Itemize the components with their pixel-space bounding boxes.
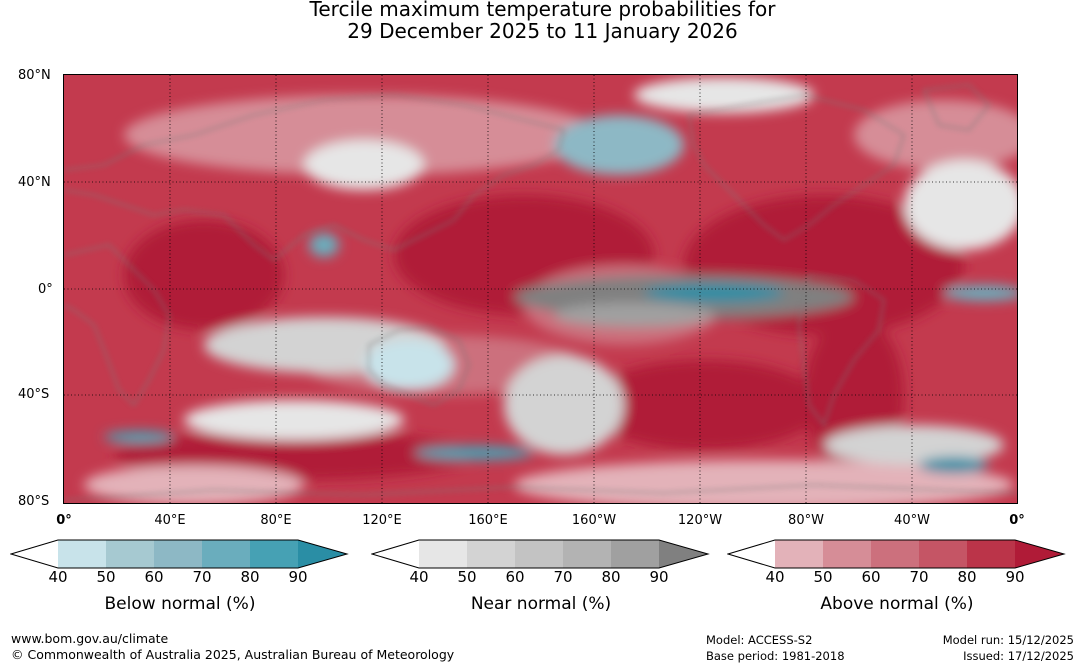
above-tick-60: 60 <box>861 568 881 586</box>
above-tick-40: 40 <box>765 568 785 586</box>
above-tick-80: 80 <box>957 568 977 586</box>
above-tick-50: 50 <box>813 568 833 586</box>
lon-label-120e: 120°E <box>362 513 402 528</box>
colorbar-below-swatch-2 <box>106 540 154 568</box>
lat-label-40n: 40°N <box>18 175 51 190</box>
colorbar-near-swatch-5 <box>611 540 659 568</box>
colorbar-above-swatch-6 <box>1015 540 1064 568</box>
lon-label-0-right: 0° <box>1009 513 1025 528</box>
near-tick-70: 70 <box>553 568 573 586</box>
legend-title-below: Below normal (%) <box>104 594 256 614</box>
below-tick-70: 70 <box>192 568 212 586</box>
colorbar-above-swatch-1 <box>775 540 823 568</box>
probability-map-canvas <box>64 75 1017 503</box>
colorbar-above-swatch-0 <box>728 540 775 568</box>
footer-model: Model: ACCESS-S2 <box>706 633 813 647</box>
lon-label-40w: 40°W <box>894 513 930 528</box>
lon-label-80e: 80°E <box>260 513 292 528</box>
lon-label-120w: 120°W <box>677 513 723 528</box>
below-tick-60: 60 <box>144 568 164 586</box>
legend-title-near: Near normal (%) <box>470 594 612 614</box>
lon-label-40e: 40°E <box>154 513 186 528</box>
legend-title-above: Above normal (%) <box>820 594 974 614</box>
colorbar-above-normal <box>727 539 1066 569</box>
colorbar-below-swatch-1 <box>58 540 106 568</box>
probability-fields <box>84 77 1017 503</box>
footer-base-period: Base period: 1981-2018 <box>706 649 845 663</box>
colorbar-near-swatch-3 <box>515 540 563 568</box>
colorbar-near-swatch-6 <box>659 540 708 568</box>
colorbar-above-swatch-5 <box>967 540 1015 568</box>
lat-label-80s: 80°S <box>18 494 50 509</box>
colorbar-above-swatch-3 <box>871 540 919 568</box>
colorbar-near-swatch-2 <box>467 540 515 568</box>
colorbar-above-swatch-4 <box>919 540 967 568</box>
legend-below-normal: 40 50 60 70 80 90 Below normal (%) <box>10 537 350 617</box>
near-tick-90: 90 <box>649 568 669 586</box>
near-tick-80: 80 <box>601 568 621 586</box>
colorbar-below-normal <box>10 539 349 569</box>
map-title-line-2: 29 December 2025 to 11 January 2026 <box>347 19 738 43</box>
near-tick-40: 40 <box>409 568 429 586</box>
below-tick-50: 50 <box>96 568 116 586</box>
above-tick-70: 70 <box>909 568 929 586</box>
lon-label-160w: 160°W <box>571 513 617 528</box>
lon-label-160e: 160°E <box>468 513 508 528</box>
footer-issued: Issued: 17/12/2025 <box>963 649 1074 663</box>
lon-label-0-left: 0° <box>56 513 72 528</box>
colorbar-above-swatch-2 <box>823 540 871 568</box>
colorbar-below-swatch-6 <box>298 540 347 568</box>
colorbar-near-swatch-0 <box>372 540 419 568</box>
colorbar-below-swatch-0 <box>11 540 58 568</box>
lat-label-80n: 80°N <box>18 68 51 83</box>
below-tick-80: 80 <box>240 568 260 586</box>
legend-above-normal: 40 50 60 70 80 90 Above normal (%) <box>727 537 1067 617</box>
near-tick-50: 50 <box>457 568 477 586</box>
near-tick-60: 60 <box>505 568 525 586</box>
above-tick-90: 90 <box>1005 568 1025 586</box>
footer-website[interactable]: www.bom.gov.au/climate <box>11 631 169 646</box>
footer-model-run: Model run: 15/12/2025 <box>942 633 1074 647</box>
below-tick-90: 90 <box>288 568 308 586</box>
footer-copyright: © Commonwealth of Australia 2025, Austra… <box>11 647 455 662</box>
lon-label-80w: 80°W <box>788 513 824 528</box>
colorbar-below-swatch-4 <box>202 540 250 568</box>
colorbar-below-swatch-3 <box>154 540 202 568</box>
map-title-line-1: Tercile maximum temperature probabilitie… <box>309 0 776 21</box>
below-tick-40: 40 <box>48 568 68 586</box>
coastlines <box>64 84 1017 501</box>
legend-near-normal: 40 50 60 70 80 90 Near normal (%) <box>371 537 711 617</box>
lat-label-40s: 40°S <box>18 387 50 402</box>
colorbar-below-swatch-5 <box>250 540 298 568</box>
probability-map <box>63 74 1018 504</box>
lat-label-equator: 0° <box>38 282 53 297</box>
colorbar-near-swatch-1 <box>419 540 467 568</box>
colorbar-near-swatch-4 <box>563 540 611 568</box>
colorbar-near-normal <box>371 539 710 569</box>
